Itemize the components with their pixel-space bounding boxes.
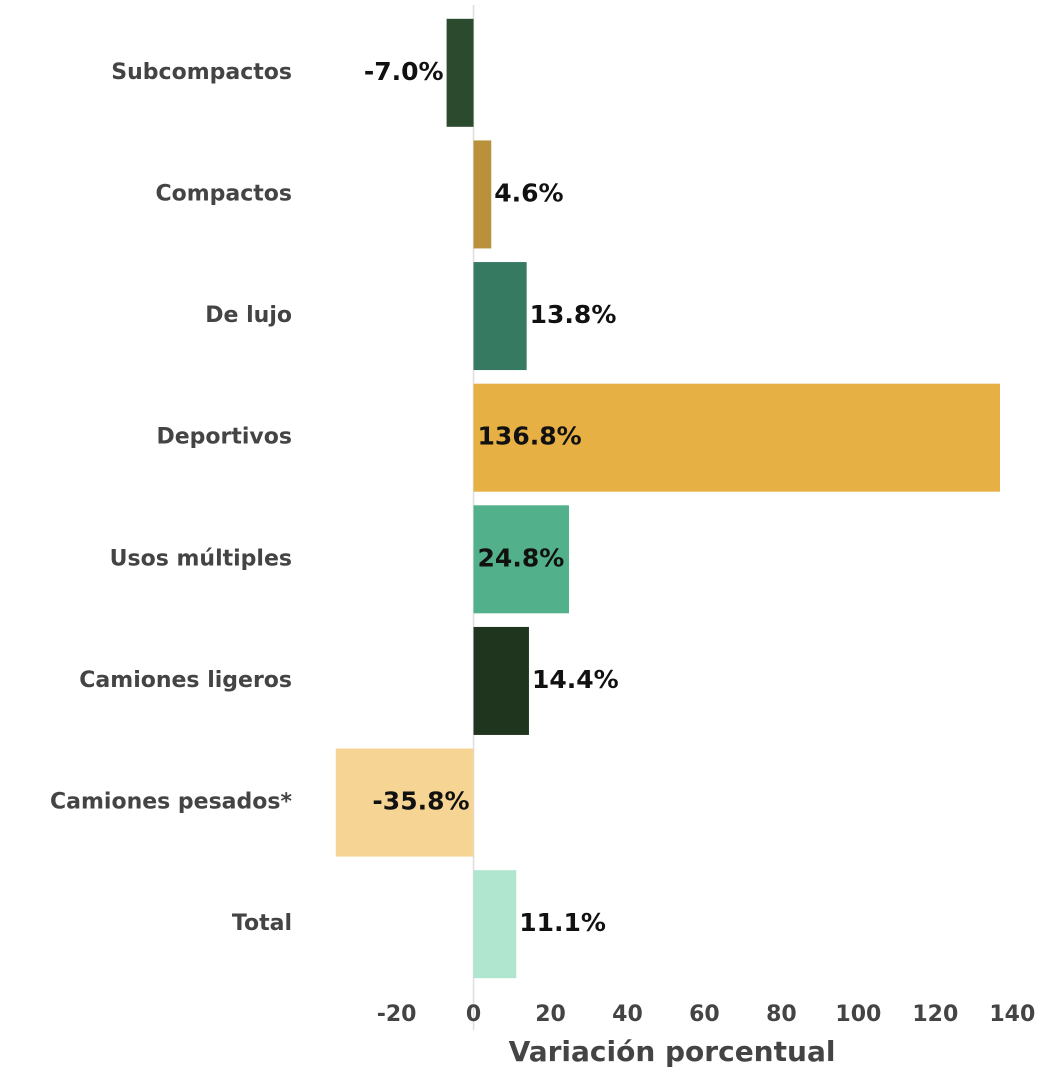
bar <box>473 383 1000 492</box>
x-tick-label: 140 <box>989 1002 1035 1027</box>
bar <box>473 262 527 371</box>
value-label: 136.8% <box>478 422 582 451</box>
value-label: 4.6% <box>494 178 563 207</box>
y-tick-label: Deportivos <box>156 425 292 450</box>
value-label: -35.8% <box>372 787 469 816</box>
bar <box>473 140 492 249</box>
y-tick-label: De lujo <box>205 303 292 328</box>
y-tick-label: Camiones pesados* <box>50 790 292 815</box>
x-tick-label: 40 <box>612 1002 643 1027</box>
x-tick-label: 20 <box>535 1002 566 1027</box>
x-tick-label: 0 <box>466 1002 481 1027</box>
x-tick-label: 120 <box>912 1002 958 1027</box>
y-tick-label: Total <box>232 911 292 936</box>
value-label: 24.8% <box>478 543 565 572</box>
x-tick-label: 80 <box>766 1002 797 1027</box>
y-tick-label: Compactos <box>155 181 292 206</box>
value-label: 13.8% <box>530 300 617 329</box>
bar <box>473 870 517 979</box>
bar <box>473 626 529 735</box>
x-tick-label: 100 <box>835 1002 881 1027</box>
bar <box>473 505 569 614</box>
value-label: -7.0% <box>364 57 444 86</box>
y-tick-label: Subcompactos <box>111 60 292 85</box>
value-label: 11.1% <box>519 908 606 937</box>
bar <box>446 18 474 127</box>
y-tick-label: Usos múltiples <box>110 546 292 571</box>
value-label: 14.4% <box>532 665 619 694</box>
x-tick-label: 60 <box>689 1002 720 1027</box>
bar <box>335 748 474 857</box>
x-tick-label: -20 <box>377 1002 417 1027</box>
y-tick-label: Camiones ligeros <box>79 668 292 693</box>
x-axis-label: Variación porcentual <box>509 1035 836 1068</box>
